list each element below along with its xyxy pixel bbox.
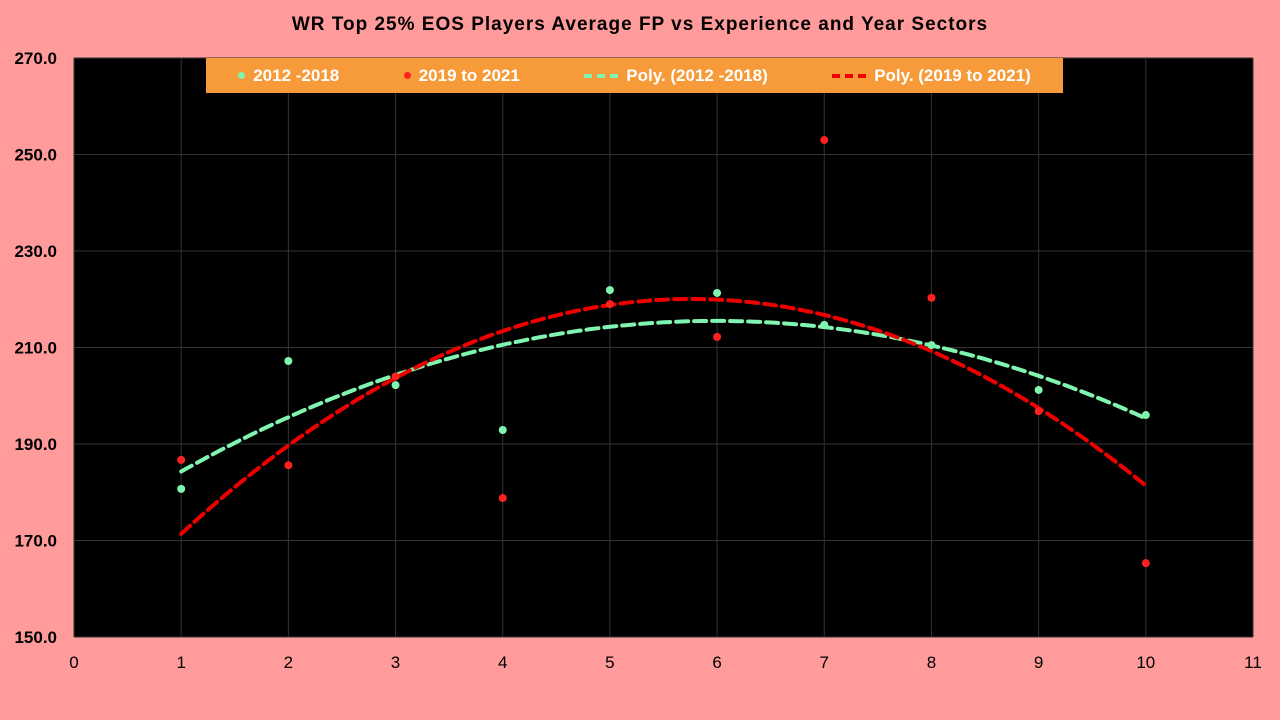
data-point-series-1	[498, 494, 507, 503]
data-point-series-0	[391, 381, 400, 390]
y-tick-label: 210.0	[14, 339, 57, 358]
legend-item-trend-1: Poly. (2019 to 2021)	[832, 66, 1031, 86]
data-point-series-0	[1141, 411, 1150, 420]
y-tick-label: 190.0	[14, 435, 57, 454]
y-tick-label: 230.0	[14, 242, 57, 261]
data-point-series-1	[1141, 559, 1150, 568]
y-tick-label: 270.0	[14, 49, 57, 68]
x-tick-label: 10	[1136, 653, 1155, 672]
data-point-series-0	[177, 484, 186, 493]
data-point-series-1	[391, 372, 400, 381]
x-tick-label: 9	[1034, 653, 1043, 672]
data-point-series-1	[605, 300, 614, 309]
y-tick-label: 250.0	[14, 146, 57, 165]
data-point-series-0	[1034, 385, 1043, 394]
trendline-1	[179, 297, 1148, 536]
y-tick-label: 150.0	[14, 628, 57, 647]
data-point-series-0	[927, 341, 936, 350]
x-tick-label: 11	[1244, 653, 1262, 672]
trendline-0	[179, 318, 1148, 474]
x-tick-label: 5	[605, 653, 614, 672]
data-point-series-1	[927, 293, 936, 302]
data-point-series-0	[713, 288, 722, 297]
data-point-series-1	[177, 455, 186, 464]
legend-item-series-1: 2019 to 2021	[403, 65, 520, 86]
legend-marker-icon	[238, 72, 246, 79]
x-tick-label: 3	[391, 653, 400, 672]
legend-label: Poly. (2019 to 2021)	[874, 65, 1031, 85]
data-point-series-0	[820, 320, 829, 329]
data-point-series-1	[284, 461, 293, 470]
x-tick-label: 6	[712, 653, 721, 672]
legend-dash-icon	[832, 73, 867, 78]
legend-item-series-0: 2012 -2018	[238, 66, 339, 86]
x-tick-label: 7	[820, 653, 829, 672]
x-tick-label: 4	[498, 653, 507, 672]
x-tick-label: 2	[284, 653, 293, 672]
data-point-series-1	[820, 136, 829, 145]
data-point-series-1	[713, 332, 722, 341]
x-tick-label: 1	[176, 653, 185, 672]
legend-label: 2012 -2018	[253, 65, 340, 85]
chart-title: WR Top 25% EOS Players Average FP vs Exp…	[291, 14, 989, 35]
legend: 2012 -2018 2019 to 2021 Poly. (2012 -201…	[206, 58, 1063, 93]
legend-dash-icon	[584, 73, 619, 78]
legend-item-trend-0: Poly. (2012 -2018)	[584, 65, 768, 86]
y-tick-label: 170.0	[14, 532, 57, 551]
data-point-series-0	[284, 357, 293, 366]
data-point-series-0	[605, 286, 614, 295]
x-tick-label: 0	[69, 653, 78, 672]
legend-label: Poly. (2012 -2018)	[626, 65, 768, 85]
legend-label: 2019 to 2021	[418, 65, 520, 85]
x-tick-label: 8	[927, 653, 936, 672]
legend-marker-icon	[403, 72, 411, 79]
data-point-series-0	[498, 426, 507, 435]
data-point-series-1	[1034, 407, 1043, 416]
